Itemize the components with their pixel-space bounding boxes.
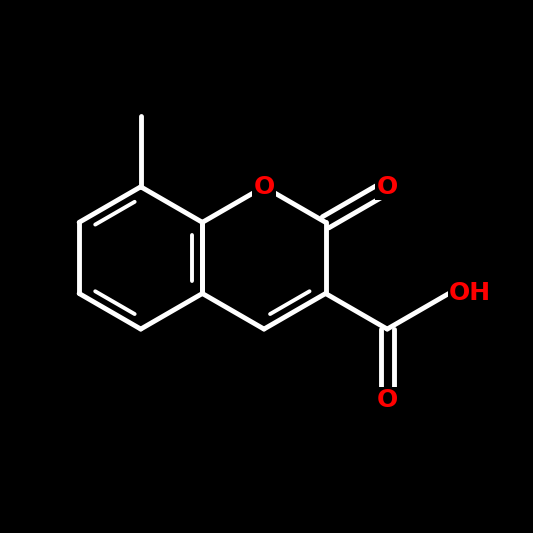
Text: OH: OH: [449, 281, 491, 305]
Text: O: O: [377, 388, 398, 412]
Text: O: O: [253, 175, 274, 199]
Text: O: O: [377, 175, 398, 199]
